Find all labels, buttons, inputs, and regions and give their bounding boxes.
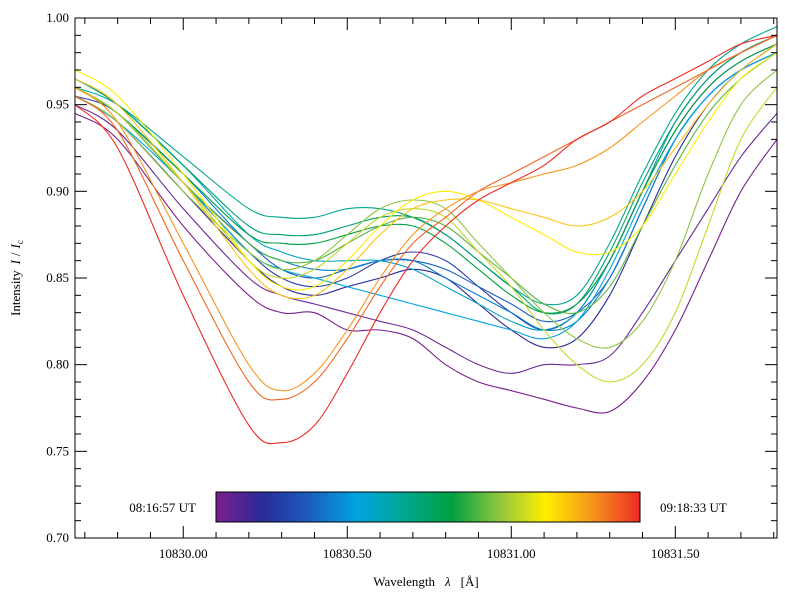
series-line-12 xyxy=(75,52,777,314)
series-line-1 xyxy=(75,112,777,414)
series-line-19 xyxy=(75,34,777,445)
series-line-16 xyxy=(75,43,777,300)
colorbar-start-label: 08:16:57 UT xyxy=(129,500,196,515)
axes-layer: 10830.00 10830.50 10831.00 10831.50 0.70 0.75… xyxy=(46,10,778,561)
series-line-11 xyxy=(75,43,777,314)
x-axis-label-symbol: λ xyxy=(444,574,451,589)
y-tick-label: 0.95 xyxy=(46,97,69,112)
x-tick-label: 10830.50 xyxy=(323,546,372,561)
x-tick-label: 10830.00 xyxy=(159,546,208,561)
y-axis-label-prefix: Intensity xyxy=(8,270,23,316)
y-axis-label-I: I xyxy=(8,259,23,265)
x-tick-label: 10831.00 xyxy=(487,546,536,561)
y-axis-label-Ic: I xyxy=(8,243,23,249)
y-tick-label: 1.00 xyxy=(46,10,69,25)
y-axis-label: Intensity I / Ic xyxy=(8,240,25,316)
y-tick-label: 0.75 xyxy=(46,443,69,458)
series-line-13 xyxy=(75,69,777,349)
series-line-17 xyxy=(75,34,777,392)
y-tick-label: 0.80 xyxy=(46,357,69,372)
series-layer xyxy=(75,26,777,445)
x-axis-label-prefix: Wavelength xyxy=(373,574,435,589)
series-line-10 xyxy=(75,34,777,315)
series-line-15 xyxy=(75,52,777,291)
series-line-18 xyxy=(75,34,777,401)
y-tick-label: 0.85 xyxy=(46,270,69,285)
y-tick-label: 0.70 xyxy=(46,530,69,545)
y-axis-label-slash: / xyxy=(8,252,23,256)
y-tick-label: 0.90 xyxy=(46,183,69,198)
x-axis-label-unit: [Å] xyxy=(461,574,479,589)
series-line-2 xyxy=(75,104,777,374)
y-axis-label-Ic-sub: c xyxy=(15,240,25,244)
colorbar-end-label: 09:18:33 UT xyxy=(660,500,727,515)
x-tick-label: 10831.50 xyxy=(651,546,700,561)
plot-area xyxy=(75,18,777,538)
colorbar-scale xyxy=(215,491,641,523)
x-axis-label: Wavelength λ [Å] xyxy=(373,574,478,589)
colorbar: 08:16:57 UT 09:18:33 UT xyxy=(129,491,727,523)
